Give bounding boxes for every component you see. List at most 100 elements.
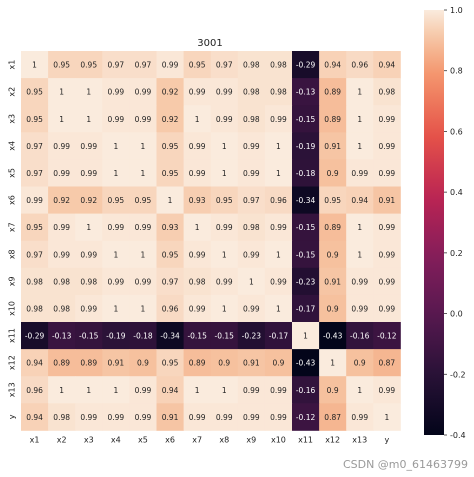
y-tick-label-x11: x11 [8, 328, 17, 343]
cell-annotation: 0.9 [137, 359, 149, 368]
heatmap-cell-x9-x13 [346, 267, 374, 296]
heatmap-cell-x7-x6 [156, 213, 184, 242]
heatmap-cell-x13-x9 [237, 376, 266, 404]
cell-annotation: -0.17 [269, 332, 289, 341]
heatmap-cell-x6-x2 [48, 186, 76, 214]
cell-annotation: 0.95 [189, 61, 206, 70]
heatmap-cell-x5-x2 [48, 159, 76, 187]
heatmap-cell-x10-x13 [346, 294, 374, 323]
cell-annotation: 0.99 [351, 304, 368, 313]
heatmap-cell-x3-x4 [102, 105, 130, 133]
heatmap-cell-x12-x2 [48, 349, 76, 377]
cell-annotation: 0.96 [26, 386, 43, 395]
cell-annotation: -0.43 [296, 359, 316, 368]
cell-annotation: 0.98 [26, 304, 43, 313]
heatmap-cell-x4-x2 [48, 132, 76, 160]
cell-annotation: 0.99 [243, 250, 260, 259]
x-tick-label-x1: x1 [30, 435, 40, 444]
heatmap-cell-y-x3 [75, 403, 103, 431]
heatmap-cell-y-x8 [210, 403, 239, 431]
cell-annotation: 0.89 [324, 223, 341, 232]
cell-annotation: 1 [141, 142, 146, 151]
heatmap-cell-x12-x7 [183, 349, 212, 377]
heatmap-cell-x1-x11 [292, 51, 320, 79]
cell-annotation: 0.98 [270, 88, 287, 97]
heatmap-cell-x4-x13 [346, 132, 374, 160]
cell-annotation: 0.99 [216, 277, 233, 286]
cell-annotation: 0.93 [162, 223, 179, 232]
cell-annotation: -0.34 [296, 196, 316, 205]
cell-annotation: 1 [276, 169, 281, 178]
heatmap-cell-x4-y [373, 132, 401, 160]
heatmap-cell-x12-x8 [210, 349, 239, 377]
heatmap-cell-x11-x2 [48, 322, 76, 350]
cell-annotation: 0.94 [324, 61, 341, 70]
heatmap-cell-x10-x6 [156, 294, 184, 323]
heatmap-cell-x6-x3 [75, 186, 103, 214]
colorbar [424, 10, 444, 435]
heatmap-cell-x10-x10 [264, 294, 293, 323]
heatmap-cell-x11-x5 [129, 322, 157, 350]
heatmap-cell-x9-x10 [264, 267, 293, 296]
cell-annotation: 0.98 [53, 413, 70, 422]
x-tick-label-x11: x11 [298, 435, 313, 444]
cell-annotation: 0.97 [135, 61, 152, 70]
cell-annotation: 1 [168, 196, 173, 205]
heatmap-cell-x2-x6 [156, 78, 184, 106]
heatmap-cell-x1-x2 [48, 51, 76, 79]
heatmap-cell-x2-x3 [75, 78, 103, 106]
y-tick-label-x2: x2 [8, 87, 17, 97]
cell-annotation: 0.91 [324, 277, 341, 286]
heatmap-cell-x13-x8 [210, 376, 239, 404]
heatmap-cell-x11-x11 [292, 322, 320, 350]
cell-annotation: 1 [222, 304, 227, 313]
heatmap-cell-x11-x4 [102, 322, 130, 350]
cell-annotation: 0.99 [135, 413, 152, 422]
heatmap-cell-x12-x12 [319, 349, 347, 377]
heatmap-cell-x5-y [373, 159, 401, 187]
cell-annotation: 0.91 [162, 413, 179, 422]
colorbar-tick-label: 0.0 [450, 310, 463, 319]
heatmap-cell-x10-x8 [210, 294, 239, 323]
cell-annotation: 1 [86, 88, 91, 97]
cell-annotation: 0.9 [218, 359, 230, 368]
heatmap-cell-x9-y [373, 267, 401, 296]
cell-annotation: 0.99 [378, 223, 395, 232]
cell-annotation: 0.99 [270, 386, 287, 395]
cell-annotation: 0.99 [378, 386, 395, 395]
heatmap-cell-x11-x3 [75, 322, 103, 350]
cell-annotation: 0.99 [189, 88, 206, 97]
heatmap-cell-x6-x8 [210, 186, 239, 214]
cell-annotation: 0.95 [53, 61, 70, 70]
cell-annotation: 0.91 [378, 196, 395, 205]
heatmap-cell-x7-x2 [48, 213, 76, 242]
heatmap-cell-x11-x12 [319, 322, 347, 350]
cell-annotation: -0.13 [296, 88, 316, 97]
cell-annotation: 0.99 [80, 250, 97, 259]
cell-annotation: 1 [357, 88, 362, 97]
cell-annotation: 0.99 [216, 223, 233, 232]
heatmap-cell-x9-x8 [210, 267, 239, 296]
cell-annotation: -0.17 [296, 304, 316, 313]
x-tick-label-x5: x5 [138, 435, 148, 444]
heatmap-cell-x6-x12 [319, 186, 347, 214]
heatmap-cell-x3-x12 [319, 105, 347, 133]
colorbar-ticks: 1.0 0.8 0.6 0.4 0.2 0.0 -0.2 -0.4 [444, 6, 466, 440]
cell-annotation: 0.97 [107, 61, 124, 70]
heatmap-cell-x9-x1 [21, 267, 49, 296]
cell-annotation: 1 [195, 223, 200, 232]
cell-annotation: 0.95 [135, 196, 152, 205]
cell-annotation: 0.9 [327, 169, 339, 178]
cell-annotation: 0.97 [26, 142, 43, 151]
cell-annotation: -0.23 [296, 277, 316, 286]
cell-annotation: 0.97 [162, 277, 179, 286]
heatmap-cell-x10-x9 [237, 294, 266, 323]
cell-annotation: 0.95 [324, 196, 341, 205]
cell-annotation: -0.43 [323, 332, 343, 341]
heatmap-cell-x1-x5 [129, 51, 157, 79]
cell-annotation: 0.9 [327, 386, 339, 395]
cell-annotation: 0.99 [351, 277, 368, 286]
cell-annotation: 1 [113, 250, 118, 259]
heatmap-cell-x11-x8 [210, 322, 239, 350]
cell-annotation: 0.94 [378, 61, 395, 70]
